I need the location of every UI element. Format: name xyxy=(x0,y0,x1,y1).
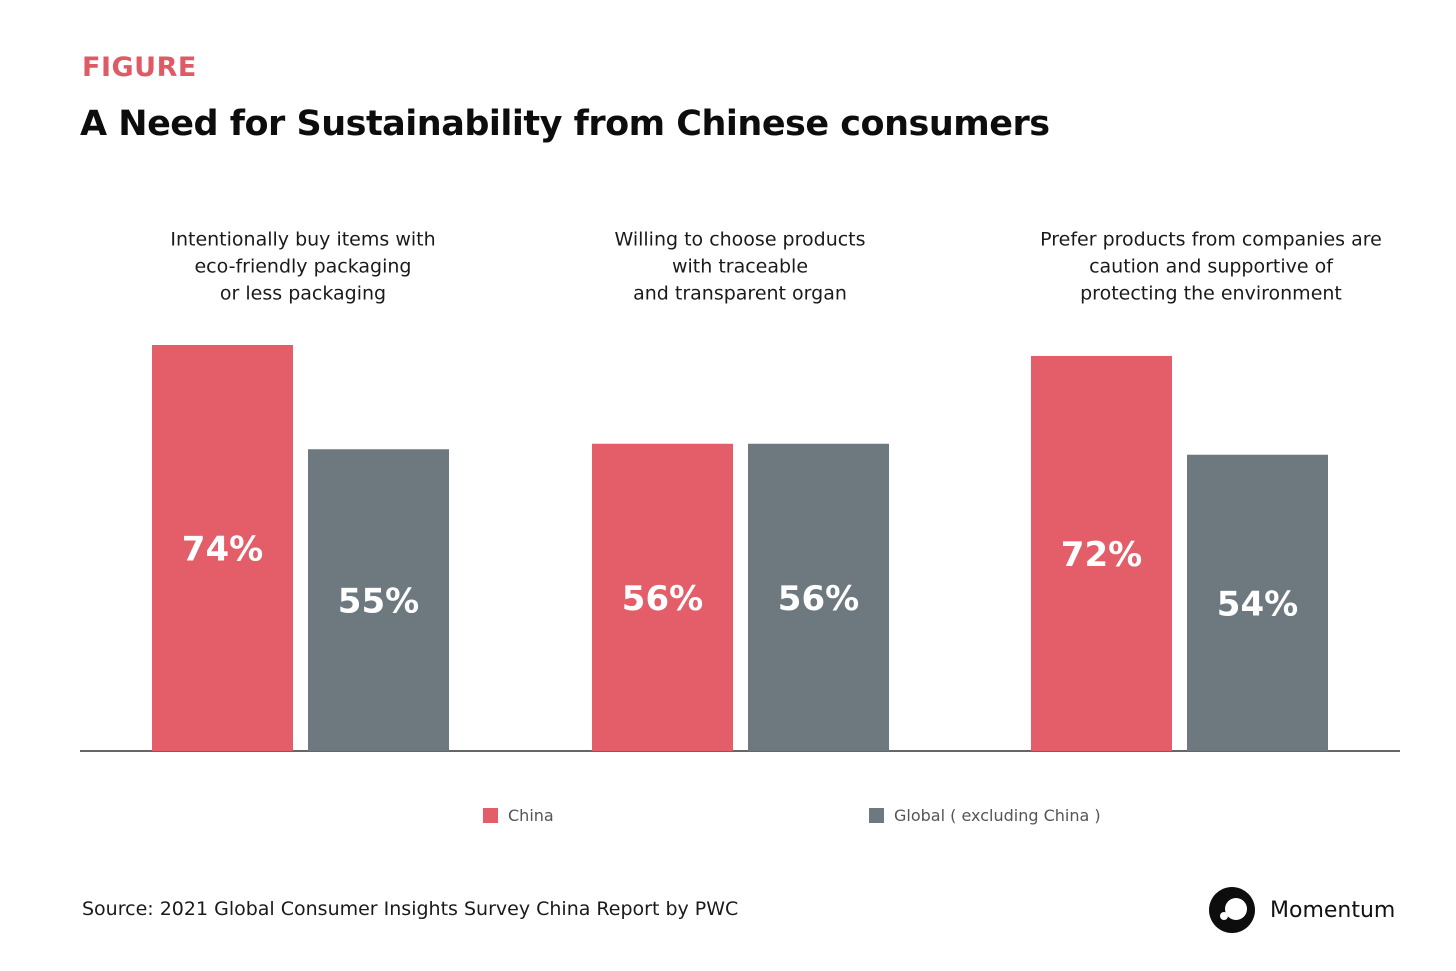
chart-title: A Need for Sustainability from Chinese c… xyxy=(80,104,1050,144)
value-label-global-2: 56% xyxy=(778,579,859,619)
value-label-global-3: 54% xyxy=(1217,584,1298,624)
category-label-3-line-3: protecting the environment xyxy=(1080,283,1342,305)
bar-china-2 xyxy=(592,443,733,751)
brand-name: Momentum xyxy=(1270,897,1396,923)
source-note: Source: 2021 Global Consumer Insights Su… xyxy=(82,898,739,920)
legend-swatch-china xyxy=(483,808,498,823)
category-label-3-line-1: Prefer products from companies are xyxy=(1040,229,1382,251)
value-label-china-3: 72% xyxy=(1061,535,1142,575)
category-label-1-line-2: eco-friendly packaging xyxy=(194,256,411,278)
momentum-logo-icon xyxy=(1209,887,1255,933)
legend-label-global: Global ( excluding China ) xyxy=(894,806,1101,825)
brand-logo: Momentum xyxy=(1208,886,1395,934)
value-label-china-1: 74% xyxy=(182,530,263,570)
legend-swatch-global xyxy=(869,808,884,823)
bar-china-1 xyxy=(152,345,293,751)
category-label-2-line-2: with traceable xyxy=(672,256,808,278)
bar-global-1 xyxy=(308,449,449,751)
bar-global-3 xyxy=(1187,454,1328,751)
category-label-3-line-2: caution and supportive of xyxy=(1089,256,1334,278)
value-label-global-1: 55% xyxy=(338,582,419,622)
legend-item-china: China xyxy=(483,806,554,825)
figure-eyebrow: FIGURE xyxy=(82,52,197,83)
value-label-china-2: 56% xyxy=(622,579,703,619)
legend-item-global: Global ( excluding China ) xyxy=(869,806,1101,825)
legend-label-china: China xyxy=(508,806,554,825)
bar-global-2 xyxy=(748,443,889,751)
category-label-1-line-3: or less packaging xyxy=(220,283,386,305)
bar-china-3 xyxy=(1031,355,1172,751)
category-label-2-line-3: and transparent organ xyxy=(633,283,847,305)
category-label-2-line-1: Willing to choose products xyxy=(614,229,865,251)
category-label-1-line-1: Intentionally buy items with xyxy=(170,229,435,251)
